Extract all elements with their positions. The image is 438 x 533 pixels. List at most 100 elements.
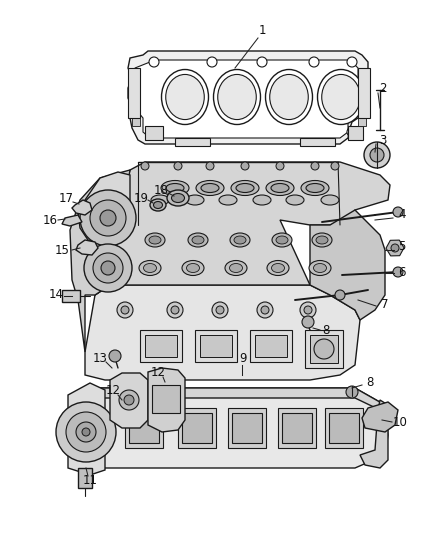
Circle shape: [93, 253, 123, 283]
Text: 9: 9: [239, 351, 247, 365]
Bar: [278, 408, 316, 448]
Ellipse shape: [186, 195, 204, 205]
Polygon shape: [68, 383, 105, 475]
Circle shape: [370, 148, 384, 162]
Ellipse shape: [219, 195, 237, 205]
Text: 7: 7: [381, 298, 389, 311]
Text: 5: 5: [398, 240, 406, 254]
Circle shape: [174, 162, 182, 170]
Ellipse shape: [225, 261, 247, 276]
Text: 4: 4: [398, 208, 406, 222]
Ellipse shape: [265, 69, 312, 125]
Bar: [78, 468, 92, 488]
Polygon shape: [68, 388, 388, 468]
Circle shape: [141, 162, 149, 170]
Ellipse shape: [151, 195, 169, 205]
Ellipse shape: [149, 236, 161, 244]
Ellipse shape: [322, 75, 360, 119]
Ellipse shape: [309, 261, 331, 276]
Ellipse shape: [230, 263, 243, 272]
Ellipse shape: [201, 183, 219, 192]
Circle shape: [311, 162, 319, 170]
Bar: [140, 330, 182, 362]
Polygon shape: [310, 210, 385, 320]
Text: 8: 8: [366, 376, 374, 389]
Circle shape: [304, 306, 312, 314]
Ellipse shape: [161, 181, 189, 196]
Circle shape: [302, 316, 314, 328]
Bar: [182, 413, 212, 443]
Circle shape: [206, 162, 214, 170]
Circle shape: [364, 142, 390, 168]
Polygon shape: [362, 402, 398, 432]
Circle shape: [84, 244, 132, 292]
Text: 12: 12: [151, 366, 166, 378]
Circle shape: [167, 302, 183, 318]
Circle shape: [171, 306, 179, 314]
Circle shape: [121, 306, 129, 314]
Text: 17: 17: [59, 192, 74, 206]
Bar: [305, 330, 343, 368]
Circle shape: [347, 57, 357, 67]
Text: 12: 12: [106, 384, 120, 397]
Text: 2: 2: [379, 82, 387, 94]
Bar: [195, 330, 237, 362]
Ellipse shape: [272, 263, 285, 272]
Ellipse shape: [162, 69, 208, 125]
Text: 6: 6: [398, 265, 406, 279]
Ellipse shape: [321, 195, 339, 205]
Circle shape: [207, 57, 217, 67]
Bar: [62, 290, 80, 302]
Ellipse shape: [271, 183, 289, 192]
Circle shape: [149, 127, 159, 137]
Ellipse shape: [276, 236, 288, 244]
Text: 18: 18: [154, 183, 169, 197]
Circle shape: [212, 302, 228, 318]
Circle shape: [276, 162, 284, 170]
Polygon shape: [358, 68, 370, 118]
Circle shape: [66, 412, 106, 452]
Circle shape: [393, 207, 403, 217]
Ellipse shape: [139, 261, 161, 276]
Polygon shape: [70, 170, 130, 352]
Bar: [358, 104, 366, 112]
Ellipse shape: [144, 263, 156, 272]
Bar: [200, 335, 232, 357]
Bar: [300, 138, 335, 146]
Polygon shape: [72, 200, 92, 215]
Ellipse shape: [253, 195, 271, 205]
Bar: [132, 88, 140, 96]
Bar: [132, 72, 140, 80]
Bar: [145, 335, 177, 357]
Ellipse shape: [312, 233, 332, 247]
Circle shape: [124, 395, 134, 405]
Text: 3: 3: [379, 133, 387, 147]
Circle shape: [117, 302, 133, 318]
Bar: [255, 335, 287, 357]
Text: 13: 13: [92, 351, 107, 365]
Ellipse shape: [150, 199, 166, 211]
Ellipse shape: [166, 183, 184, 192]
Polygon shape: [148, 368, 185, 432]
Circle shape: [149, 57, 159, 67]
Text: 11: 11: [82, 474, 98, 488]
Circle shape: [80, 190, 136, 246]
Circle shape: [82, 428, 90, 436]
Circle shape: [314, 339, 334, 359]
Circle shape: [347, 127, 357, 137]
Ellipse shape: [188, 233, 208, 247]
Ellipse shape: [192, 236, 204, 244]
Bar: [310, 335, 338, 363]
Bar: [282, 413, 312, 443]
Polygon shape: [360, 400, 388, 468]
Circle shape: [393, 267, 403, 277]
Circle shape: [309, 57, 319, 67]
Ellipse shape: [196, 181, 224, 196]
Circle shape: [101, 261, 115, 275]
Circle shape: [100, 210, 116, 226]
Bar: [348, 126, 363, 140]
Circle shape: [331, 162, 339, 170]
Ellipse shape: [236, 183, 254, 192]
Bar: [152, 385, 180, 413]
Circle shape: [76, 422, 96, 442]
